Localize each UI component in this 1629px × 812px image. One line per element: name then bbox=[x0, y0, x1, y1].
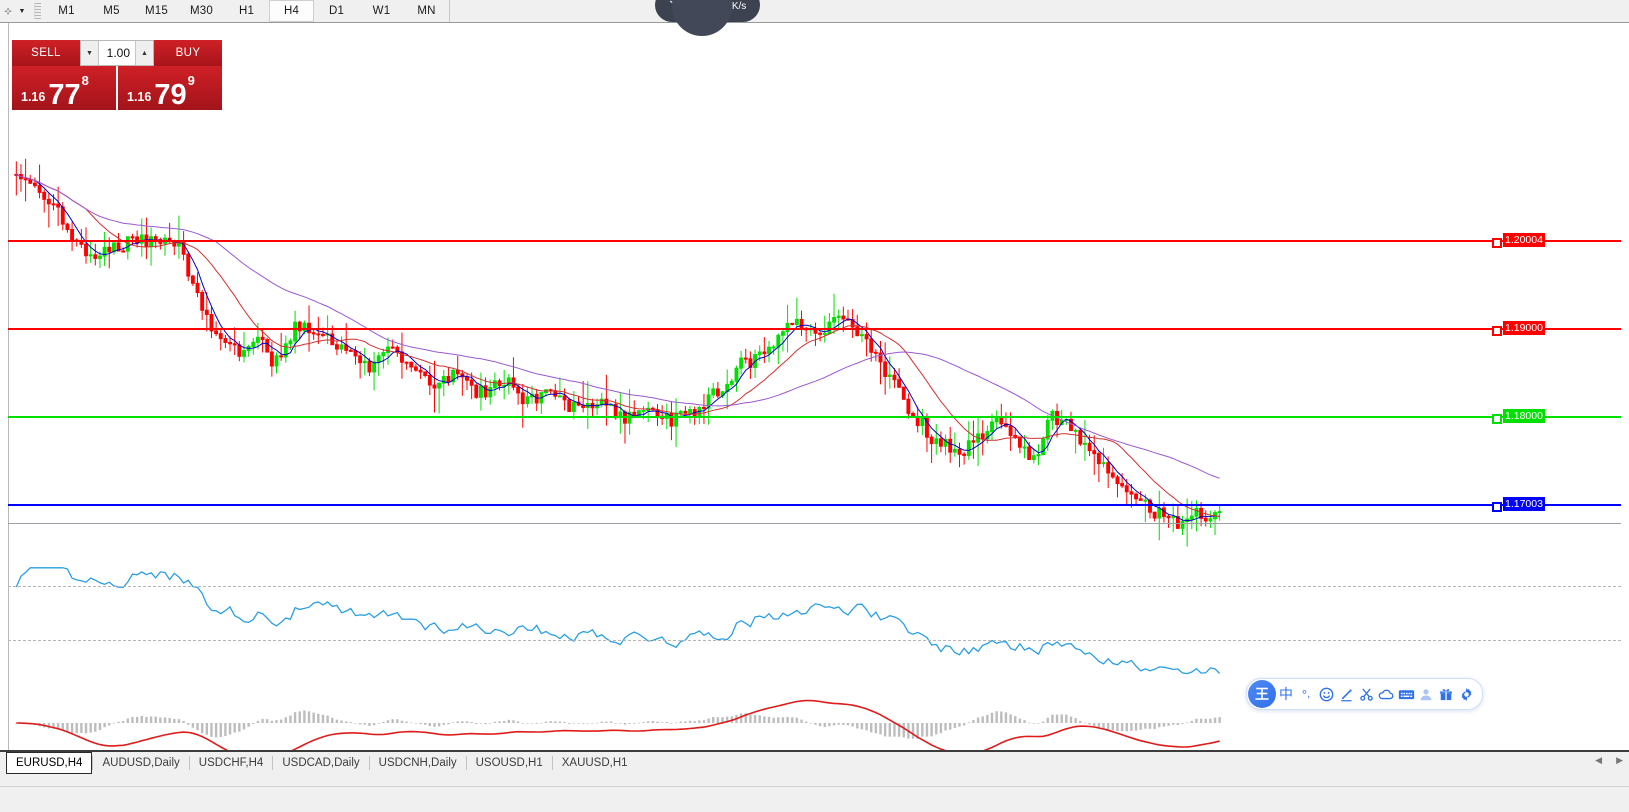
gear-icon[interactable] bbox=[1456, 680, 1476, 708]
toolbar-grip[interactable] bbox=[34, 3, 41, 19]
price-line-label: 1.18000 bbox=[1503, 409, 1545, 423]
tab-scroll-controls: ◀ ▶ bbox=[1595, 755, 1623, 766]
toolbar-separator bbox=[449, 0, 450, 22]
price-line-label: 1.17003 bbox=[1503, 497, 1545, 511]
chevron-down-icon[interactable]: ▼ bbox=[18, 7, 26, 15]
buy-price-main: 79 bbox=[154, 79, 187, 111]
sell-price[interactable]: 1.16 77 8 bbox=[12, 66, 116, 110]
chart-area[interactable]: 1.20004 1.19000 1.18000 1.17003 SELL ▼ 1.00… bbox=[0, 23, 1629, 750]
buy-price-point: 9 bbox=[187, 73, 195, 88]
chart-tab-usdcnh-daily[interactable]: USDCNH,Daily bbox=[378, 757, 457, 769]
timeframe-m30[interactable]: M30 bbox=[190, 5, 213, 17]
chart-tabs: EURUSD,H4 AUDUSD,Daily USDCHF,H4 USDCAD,Dai… bbox=[0, 752, 1629, 776]
toolbar-overflow-icon[interactable]: ⊹ bbox=[4, 5, 12, 16]
scissors-icon[interactable] bbox=[1356, 680, 1376, 708]
price-chart-canvas bbox=[14, 158, 1222, 750]
sell-price-main: 77 bbox=[48, 79, 81, 111]
price-line-handle[interactable] bbox=[1492, 238, 1502, 248]
price-line-handle[interactable] bbox=[1492, 502, 1502, 512]
ime-toolbar[interactable]: 王 中 °, bbox=[1246, 678, 1483, 710]
timeframe-w1[interactable]: W1 bbox=[372, 5, 391, 17]
timeframe-m5[interactable]: M5 bbox=[103, 5, 120, 17]
oscillator-lower-level bbox=[8, 640, 1621, 641]
oscillator-upper-level bbox=[8, 586, 1621, 587]
tab-divider bbox=[188, 756, 190, 770]
price-line-label: 1.20004 bbox=[1503, 233, 1545, 247]
scroll-left-icon[interactable]: ◀ bbox=[1595, 755, 1603, 765]
pen-icon[interactable] bbox=[1336, 680, 1356, 708]
volume-stepper[interactable]: ▼ 1.00 ▲ bbox=[80, 40, 154, 66]
scroll-right-icon[interactable]: ▶ bbox=[1616, 755, 1623, 765]
tab-divider bbox=[465, 756, 467, 770]
chart-left-border bbox=[8, 23, 9, 750]
price-line-1.19000[interactable]: 1.19000 bbox=[8, 321, 1621, 336]
buy-price-prefix: 1.16 bbox=[127, 90, 152, 104]
price-line-handle[interactable] bbox=[1492, 414, 1502, 424]
timeframe-mn[interactable]: MN bbox=[417, 5, 436, 17]
user-icon[interactable] bbox=[1416, 680, 1436, 708]
chart-tab-usdchf-h4[interactable]: USDCHF,H4 bbox=[198, 757, 264, 769]
timeframe-m15[interactable]: M15 bbox=[145, 5, 168, 17]
price-pane-separator bbox=[8, 523, 1621, 524]
chart-tab-audusd-daily[interactable]: AUDUSD,Daily bbox=[102, 757, 180, 769]
tab-divider bbox=[272, 756, 274, 770]
price-line-1.17003[interactable]: 1.17003 bbox=[8, 497, 1621, 512]
chart-tab-usdcad-daily[interactable]: USDCAD,Daily bbox=[282, 757, 360, 769]
buy-price[interactable]: 1.16 79 9 bbox=[118, 66, 222, 110]
price-line-1.20004[interactable]: 1.20004 bbox=[8, 233, 1621, 248]
chart-tab-xauusd-h1[interactable]: XAUUSD,H1 bbox=[561, 757, 628, 769]
sell-button[interactable]: SELL bbox=[12, 40, 80, 66]
sell-price-point: 8 bbox=[81, 73, 89, 88]
sell-price-prefix: 1.16 bbox=[21, 90, 46, 104]
tab-divider bbox=[368, 756, 370, 770]
chart-tab-bar: EURUSD,H4 AUDUSD,Daily USDCHF,H4 USDCAD,Dai… bbox=[0, 750, 1629, 812]
timeframe-m1[interactable]: M1 bbox=[58, 5, 75, 17]
punctuation-icon[interactable]: °, bbox=[1301, 686, 1311, 702]
volume-value[interactable]: 1.00 bbox=[106, 46, 130, 60]
chevron-up-icon[interactable]: ▲ bbox=[135, 41, 153, 65]
tab-divider bbox=[92, 756, 94, 770]
chart-tab-usousd-h1[interactable]: USOUSD,H1 bbox=[475, 757, 543, 769]
timeframe-group: M1 M5 M15 M30 H1 H4 D1 W1 MN bbox=[44, 0, 450, 22]
chevron-down-icon[interactable]: ▼ bbox=[81, 41, 99, 65]
sogou-logo-icon[interactable]: 王 bbox=[1248, 680, 1276, 708]
keyboard-icon[interactable] bbox=[1396, 680, 1416, 708]
gift-icon[interactable] bbox=[1436, 680, 1456, 708]
timeframe-h4[interactable]: H4 bbox=[269, 0, 314, 22]
price-line-handle[interactable] bbox=[1492, 326, 1502, 336]
chart-tab-eurusd-h4[interactable]: EURUSD,H4 bbox=[6, 752, 93, 774]
chinese-mode-icon[interactable]: 中 bbox=[1279, 686, 1293, 702]
tab-divider bbox=[551, 756, 553, 770]
cloud-icon[interactable] bbox=[1376, 680, 1396, 708]
status-bar bbox=[0, 786, 1629, 812]
timeframe-h1[interactable]: H1 bbox=[238, 5, 255, 17]
buy-button[interactable]: BUY bbox=[154, 40, 222, 66]
one-click-trading-panel[interactable]: SELL ▼ 1.00 ▲ BUY 1.16 77 8 1.16 79 9 bbox=[12, 40, 222, 110]
price-line-label: 1.19000 bbox=[1503, 321, 1545, 335]
price-line-1.18000[interactable]: 1.18000 bbox=[8, 409, 1621, 424]
emoji-icon[interactable] bbox=[1316, 680, 1336, 708]
top-toolbar: ⊹ ▼ M1 M5 M15 M30 H1 H4 D1 W1 MN bbox=[0, 0, 1629, 23]
timeframe-d1[interactable]: D1 bbox=[328, 5, 345, 17]
